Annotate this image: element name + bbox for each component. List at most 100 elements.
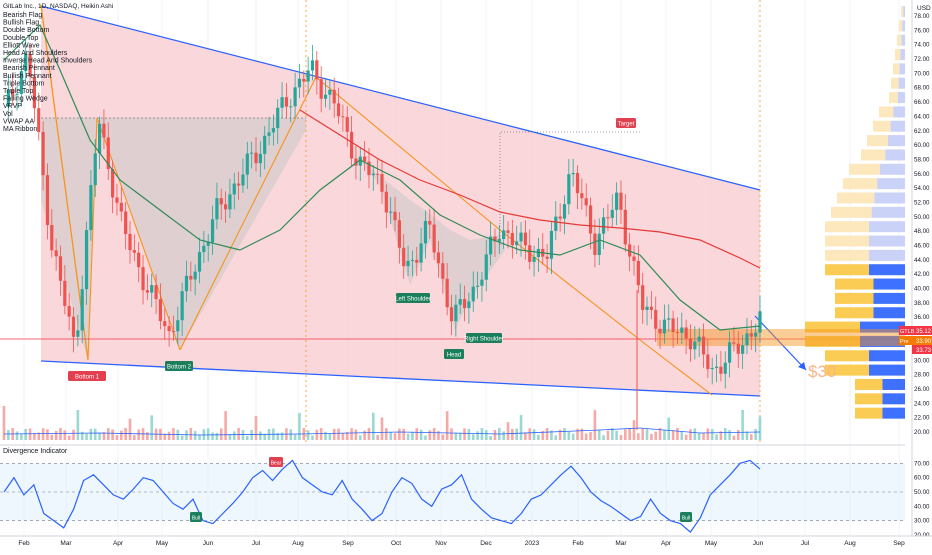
candle-body	[84, 230, 89, 290]
candle-body	[754, 332, 758, 337]
volume-bar	[367, 428, 371, 440]
volume-bar	[732, 435, 736, 440]
volume-bar	[41, 428, 45, 440]
volume-bar	[445, 411, 449, 440]
vrvp-bar-up	[873, 120, 891, 132]
candle-body	[675, 332, 680, 334]
candle-body	[267, 132, 271, 136]
volume-bar	[602, 435, 605, 440]
price-tick: 42.00	[914, 271, 930, 278]
candle-body	[502, 230, 506, 240]
indicator-legend-item: Bullish Pennant	[3, 73, 52, 80]
volume-bar	[554, 435, 558, 440]
candle-body	[741, 345, 745, 354]
volume-bar	[345, 432, 349, 440]
candle-body	[658, 328, 662, 334]
volume-bar	[254, 416, 258, 440]
price-tick: 64.00	[914, 113, 930, 120]
vrvp-bar-down	[882, 378, 905, 390]
volume-bar	[650, 433, 653, 440]
volume-bar	[324, 431, 327, 440]
candle-body	[97, 123, 102, 154]
volume-bar	[259, 431, 262, 440]
price-axis-currency: USD	[917, 5, 931, 12]
volume-bar	[484, 430, 488, 440]
volume-bar	[428, 430, 432, 440]
volume-bar	[758, 416, 762, 440]
candle-body	[219, 198, 223, 205]
indicator-legend-item: Head And Shoulders	[3, 50, 68, 57]
candle-body	[93, 153, 97, 186]
volume-bar	[515, 428, 518, 440]
candle-body	[384, 191, 388, 213]
candle-body	[593, 233, 597, 255]
candle-body	[575, 172, 580, 194]
candle-body	[419, 243, 423, 263]
candle-body	[319, 79, 323, 99]
vrvp-bar-down	[869, 264, 905, 276]
badge-last-bg	[899, 326, 932, 335]
candle-body	[237, 183, 241, 186]
badge-last-symbol: GTLB	[900, 329, 915, 335]
candle-body	[137, 252, 141, 268]
volume-bar	[476, 431, 479, 440]
volume-bar	[219, 428, 223, 440]
candle-body	[597, 233, 601, 255]
vrvp-bar-up	[825, 350, 869, 362]
price-tick: 20.00	[914, 429, 930, 436]
candle-body	[428, 220, 432, 225]
price-tick: 24.00	[914, 400, 930, 407]
volume-bar	[680, 431, 684, 440]
candle-body	[723, 362, 727, 374]
volume-bar	[584, 433, 588, 440]
candle-body	[41, 132, 45, 176]
vrvp-bar-down	[873, 292, 905, 304]
vrvp-bar-up	[861, 149, 886, 161]
price-tick: 38.00	[914, 300, 930, 307]
projection-arrow	[754, 315, 807, 371]
vrvp-bar-up	[893, 63, 900, 75]
volume-bar	[389, 432, 392, 440]
badge-pre-value: 33.90	[916, 339, 932, 345]
candle-body	[719, 366, 723, 374]
candle-body	[662, 319, 667, 334]
vrvp-bar-down	[860, 335, 905, 347]
candle-body	[701, 336, 706, 355]
volume-bar	[632, 420, 636, 440]
vrvp-bar-up	[835, 278, 874, 290]
target-label: Target	[618, 122, 635, 128]
volume-bar	[689, 429, 692, 440]
vrvp-bar-down	[900, 49, 905, 61]
bottom-2-label-bg	[165, 361, 193, 371]
volume-bar	[50, 434, 54, 440]
volume-bar	[528, 428, 532, 440]
candle-body	[54, 250, 58, 257]
candle-body	[28, 53, 32, 77]
indicator-legend-item: Triple Top	[3, 88, 33, 95]
volume-bar	[137, 429, 140, 440]
candle-body	[758, 311, 762, 333]
volume-bar	[580, 428, 584, 440]
volume-bar	[393, 433, 397, 440]
candle-body	[654, 309, 658, 329]
candle-body	[389, 211, 393, 213]
volume-bar	[563, 428, 566, 440]
volume-bar	[115, 435, 119, 440]
candle-body	[306, 70, 310, 82]
candle-body	[727, 342, 732, 363]
pattern-line	[639, 339, 713, 396]
candle-body	[189, 275, 193, 280]
time-tick: Jul	[801, 540, 810, 547]
ma-red-line	[299, 109, 761, 269]
candle-body	[454, 304, 458, 322]
candle-body	[163, 321, 167, 327]
volume-bar	[33, 432, 36, 440]
vrvp-bar-down	[869, 350, 905, 362]
time-tick: Feb	[572, 540, 584, 547]
candle-body	[124, 211, 128, 234]
volume-bar	[232, 431, 236, 440]
candle-body	[471, 286, 475, 302]
volume-bar	[198, 434, 201, 440]
vrvp-bar-up	[855, 378, 883, 390]
